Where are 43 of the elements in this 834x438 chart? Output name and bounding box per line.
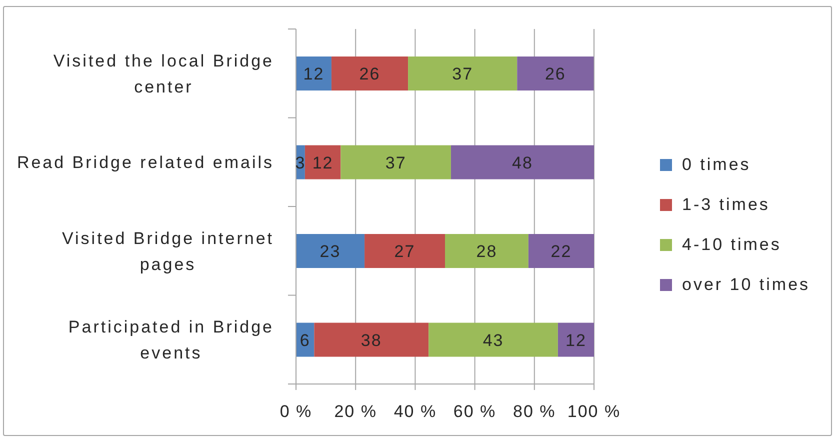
bar xyxy=(331,56,408,91)
bar xyxy=(558,322,594,357)
bar xyxy=(314,322,429,357)
bar xyxy=(445,234,528,268)
bar xyxy=(428,322,558,357)
data-label: 12 xyxy=(312,152,334,172)
data-label: 37 xyxy=(385,152,406,172)
bar xyxy=(340,145,451,180)
data-label: 12 xyxy=(566,330,586,350)
x-tick-label: 80 % xyxy=(513,402,556,420)
y-tick-label: Read Bridge related emails xyxy=(16,152,274,172)
legend-label: over 10 times xyxy=(682,275,810,295)
x-tick-label: 100 % xyxy=(567,402,621,420)
bar xyxy=(408,56,518,91)
bar xyxy=(296,234,365,268)
data-label: 28 xyxy=(476,242,498,261)
bar xyxy=(296,56,332,91)
bar xyxy=(304,145,341,180)
data-label: 23 xyxy=(320,242,341,261)
data-label: 26 xyxy=(544,64,566,84)
y-tick-label: Participated in Bridge events xyxy=(68,317,274,362)
data-label: 37 xyxy=(452,64,474,84)
data-label: 6 xyxy=(300,330,310,350)
data-label: 27 xyxy=(394,242,416,261)
bar xyxy=(450,145,594,180)
bar xyxy=(528,234,594,268)
x-tick-label: 40 % xyxy=(394,402,437,420)
x-tick-label: 0 % xyxy=(280,402,312,420)
data-label: 38 xyxy=(360,330,382,350)
y-tick-label: Visited Bridge internet pages xyxy=(62,228,274,274)
x-tick-label: 60 % xyxy=(453,402,496,420)
legend-label: 1-3 times xyxy=(682,195,770,215)
data-label: 22 xyxy=(550,242,572,261)
legend-label: 0 times xyxy=(682,155,751,175)
y-tick-label: Visited the local Bridge center xyxy=(53,50,274,96)
bar xyxy=(517,56,594,91)
data-label: 12 xyxy=(303,64,324,84)
data-label: 26 xyxy=(359,64,380,84)
bar xyxy=(364,234,445,268)
x-tick-label: 20 % xyxy=(334,402,377,420)
data-label: 43 xyxy=(482,330,504,350)
legend-label: 4-10 times xyxy=(682,235,782,255)
data-label: 48 xyxy=(512,152,533,172)
